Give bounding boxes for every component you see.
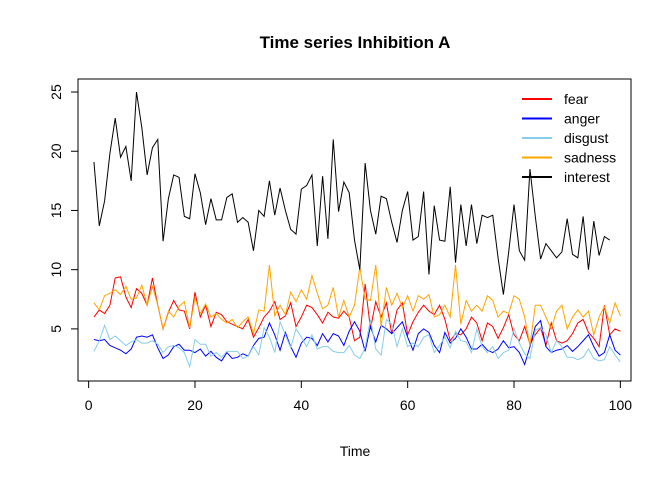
y-tick-label: 25 bbox=[48, 84, 64, 100]
y-tick-label: 20 bbox=[48, 143, 64, 159]
legend-label-sadness: sadness bbox=[564, 150, 616, 166]
x-tick-label: 0 bbox=[85, 397, 93, 413]
series-line-disgust bbox=[93, 318, 621, 369]
legend-label-interest: interest bbox=[564, 169, 610, 185]
y-axis: 5 10 15 20 25 bbox=[48, 84, 79, 333]
legend-label-anger: anger bbox=[564, 111, 600, 127]
x-tick-label: 100 bbox=[609, 397, 633, 413]
x-tick-label: 80 bbox=[506, 397, 522, 413]
y-tick-label: 5 bbox=[48, 325, 64, 333]
legend-label-fear: fear bbox=[564, 91, 588, 107]
x-tick-label: 20 bbox=[187, 397, 203, 413]
legend-label-disgust: disgust bbox=[564, 130, 608, 146]
y-tick-label: 15 bbox=[48, 202, 64, 218]
x-tick-label: 60 bbox=[400, 397, 416, 413]
series-line-anger bbox=[93, 319, 621, 366]
x-axis-label: Time bbox=[340, 443, 371, 459]
chart-title: Time series Inhibition A bbox=[260, 33, 451, 52]
series-line-fear bbox=[93, 276, 621, 349]
y-tick-label: 10 bbox=[48, 262, 64, 278]
series-layer bbox=[93, 91, 621, 369]
x-axis: 0 20 40 60 80 100 bbox=[85, 380, 633, 413]
legend: fear anger disgust sadness interest bbox=[522, 91, 616, 185]
series-line-sadness bbox=[93, 264, 621, 346]
x-tick-label: 40 bbox=[294, 397, 310, 413]
series-line-interest bbox=[93, 91, 611, 295]
